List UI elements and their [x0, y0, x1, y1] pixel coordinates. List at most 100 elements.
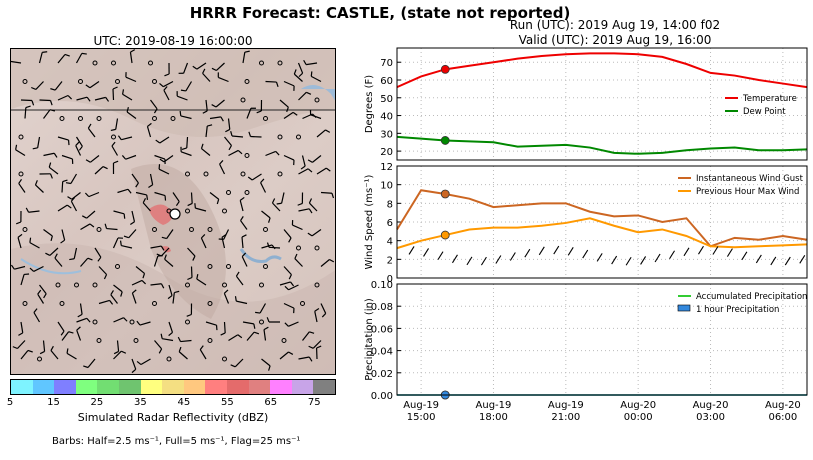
- wind-barb: [509, 252, 516, 261]
- wind-barb-feather: [45, 252, 51, 256]
- wind-barb-staff: [115, 118, 119, 130]
- wind-barb-feather: [308, 208, 313, 214]
- wind-barb-staff: [265, 80, 277, 83]
- calm-wind-marker: [207, 227, 213, 232]
- wind-barb-feather: [276, 202, 282, 205]
- wind-barb-feather: [78, 145, 83, 151]
- wind-barb-feather: [192, 255, 196, 261]
- wind-barb-feather: [147, 122, 152, 127]
- wind-barb-feather: [202, 68, 206, 74]
- wind-barb-staff: [42, 340, 46, 352]
- wind-barb-staff: [236, 300, 248, 305]
- wind-barb-feather: [314, 308, 320, 312]
- x-tick-label: 03:00: [696, 412, 725, 423]
- wind-barb-feather: [50, 88, 56, 91]
- y-tick-label: 0.04: [371, 347, 393, 358]
- wind-barb-staff: [223, 293, 230, 304]
- wind-barb-staff: [37, 136, 41, 148]
- wind-barb-feather: [288, 237, 292, 243]
- wind-barb-feather: [230, 131, 233, 137]
- wind-barb-staff: [172, 292, 175, 304]
- station-marker[interactable]: [169, 208, 181, 220]
- wind-barb-feather: [300, 165, 306, 170]
- wind-barb-feather: [76, 326, 81, 331]
- wind-barb-feather: [11, 264, 15, 270]
- wind-barb-feather: [119, 240, 122, 246]
- wind-barb-feather: [31, 100, 35, 106]
- calm-wind-marker: [92, 60, 98, 66]
- radar-map[interactable]: [10, 48, 336, 375]
- wind-barb-feather: [86, 317, 91, 323]
- wind-barb-feather: [202, 110, 208, 114]
- wind-barb-feather: [75, 141, 80, 146]
- wind-barb-feather: [67, 95, 73, 100]
- calm-wind-marker: [263, 116, 268, 121]
- wind-barb-staff: [196, 278, 207, 286]
- calm-wind-marker: [314, 245, 320, 251]
- wind-barb-feather: [122, 89, 125, 95]
- wind-barb-feather: [50, 235, 53, 242]
- wind-barb-staff: [24, 107, 27, 119]
- wind-barb-staff: [131, 292, 137, 304]
- wind-barb-staff: [209, 192, 220, 200]
- y-tick-label: 30: [380, 129, 393, 140]
- legend-swatch: [677, 304, 691, 312]
- wind-barb-feather: [121, 155, 127, 160]
- calm-wind-marker: [259, 282, 264, 288]
- wind-barb-feather: [275, 150, 280, 156]
- wind-barb-feather: [309, 331, 315, 334]
- wind-barb-staff: [76, 329, 82, 341]
- wind-barb-staff: [57, 94, 69, 101]
- wind-barb-staff: [113, 284, 123, 293]
- wind-barb-staff: [218, 76, 229, 83]
- wind-barb-feather: [225, 128, 231, 133]
- wind-barb-feather: [148, 184, 153, 188]
- wind-barb-feather: [132, 289, 137, 294]
- chart-panel: 0 2 4 6 8 10 12 Wind Speed (ms⁻¹) Instantaneous …: [364, 162, 808, 285]
- calm-wind-marker: [166, 356, 172, 362]
- wind-barb-staff: [279, 99, 289, 108]
- wind-barb-staff: [242, 52, 246, 64]
- wind-barb-feather: [87, 257, 93, 261]
- calm-wind-marker: [18, 171, 24, 177]
- y-tick-label: 50: [380, 94, 393, 105]
- wind-barb-feather: [32, 147, 38, 150]
- wind-barb: [799, 255, 806, 264]
- wind-barb-feather: [42, 51, 48, 53]
- wind-barb: [582, 249, 589, 259]
- wind-barb: [726, 248, 733, 257]
- wind-barb-staff: [20, 274, 25, 286]
- colorbar-segment: [97, 380, 119, 394]
- calm-wind-marker: [185, 208, 190, 214]
- calm-wind-marker: [314, 282, 320, 288]
- wind-barb-feather: [66, 348, 69, 354]
- wind-barb-feather: [177, 336, 182, 342]
- wind-barb-staff: [288, 284, 299, 291]
- wind-barb-staff: [154, 340, 163, 350]
- wind-barb-feather: [321, 313, 327, 318]
- wind-barb-feather: [123, 235, 129, 239]
- calm-wind-marker: [207, 264, 213, 269]
- wind-barb-feather: [142, 198, 147, 204]
- wind-barb-feather: [253, 331, 260, 335]
- calm-wind-marker: [152, 79, 157, 84]
- wind-barb-feather: [123, 213, 126, 219]
- wind-barb-staff: [75, 53, 83, 64]
- wind-barb-feather: [230, 364, 236, 368]
- wind-barb-staff: [310, 114, 322, 120]
- wind-barb-staff: [320, 259, 330, 267]
- colorbar-tick-label: 25: [90, 397, 104, 408]
- wind-barb-staff: [283, 80, 295, 87]
- wind-barb-staff: [172, 192, 180, 202]
- y-tick-label: 70: [380, 58, 393, 69]
- y-tick-label: 0: [387, 274, 393, 285]
- wind-barb-feather: [244, 50, 250, 53]
- wind-barb-staff: [283, 266, 292, 276]
- wind-barb-staff: [190, 192, 193, 204]
- wind-barb-feather: [110, 128, 116, 131]
- wind-barb-feather: [240, 216, 244, 221]
- calm-wind-marker: [296, 245, 301, 251]
- calm-wind-marker: [222, 356, 227, 362]
- wind-barb-staff: [139, 321, 151, 326]
- wind-barb-feather: [18, 178, 23, 184]
